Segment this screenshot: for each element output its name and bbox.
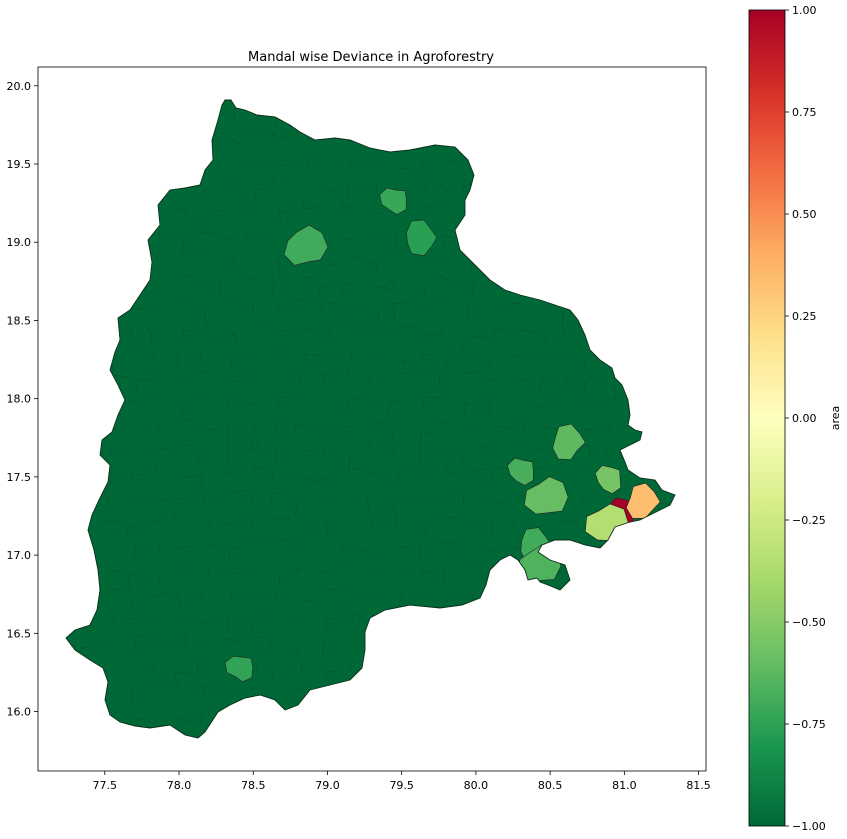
colorbar-tick-label: −0.75 bbox=[792, 718, 826, 731]
mandal-highlight bbox=[224, 655, 254, 683]
colorbar-tick-label: 0.75 bbox=[792, 106, 817, 119]
colorbar-tick-label: −1.00 bbox=[792, 820, 826, 833]
map-layer bbox=[65, 99, 676, 739]
mandal-highlight bbox=[523, 476, 569, 515]
x-tick-label: 79.5 bbox=[389, 779, 414, 792]
colorbar-tick-label: 0.50 bbox=[792, 208, 817, 221]
y-tick-label: 19.0 bbox=[7, 236, 32, 249]
x-tick-label: 77.5 bbox=[93, 779, 118, 792]
y-tick-label: 19.5 bbox=[7, 158, 32, 171]
y-tick-label: 17.0 bbox=[7, 549, 32, 562]
x-tick-label: 80.0 bbox=[464, 779, 489, 792]
mandal-highlight bbox=[406, 219, 438, 257]
y-axis: 16.0 16.5 17.0 17.5 18.0 18.5 19.0 19.5 20.0 bbox=[7, 80, 38, 719]
x-axis: 77.5 78.0 78.5 79.0 79.5 80.0 80.5 81.0 81.5 bbox=[93, 771, 711, 792]
mandal-highlight bbox=[283, 224, 329, 266]
colorbar-tick-label: −0.25 bbox=[792, 514, 826, 527]
colorbar-tick-label: 0.25 bbox=[792, 310, 817, 323]
mandal-highlight bbox=[625, 482, 661, 519]
mandal-highlight bbox=[507, 457, 534, 486]
mandal-highlight bbox=[552, 423, 586, 460]
y-tick-label: 16.5 bbox=[7, 627, 32, 640]
mandal-highlight bbox=[594, 465, 622, 494]
y-tick-label: 18.0 bbox=[7, 393, 32, 406]
y-tick-label: 18.5 bbox=[7, 314, 32, 327]
x-tick-label: 81.0 bbox=[612, 779, 637, 792]
x-tick-label: 78.5 bbox=[241, 779, 266, 792]
x-tick-label: 81.5 bbox=[686, 779, 711, 792]
y-tick-label: 17.5 bbox=[7, 471, 32, 484]
colorbar-label: area bbox=[829, 406, 842, 431]
x-tick-label: 80.5 bbox=[538, 779, 563, 792]
colorbar-tick-label: 1.00 bbox=[792, 4, 817, 17]
colorbar-tick-label: 0.00 bbox=[792, 412, 817, 425]
colorbar bbox=[748, 9, 786, 827]
x-tick-label: 79.0 bbox=[315, 779, 340, 792]
y-tick-label: 20.0 bbox=[7, 80, 32, 93]
plot-frame bbox=[37, 66, 707, 772]
mandal-highlight bbox=[379, 187, 407, 215]
chart-title: Mandal wise Deviance in Agroforestry bbox=[248, 50, 494, 65]
colorbar-tick-label: −0.50 bbox=[792, 616, 826, 629]
y-tick-label: 16.0 bbox=[7, 706, 32, 719]
x-tick-label: 78.0 bbox=[167, 779, 192, 792]
state-fill bbox=[66, 100, 675, 738]
state-outline bbox=[65, 99, 676, 739]
colorbar-axis: 1.00 0.75 0.50 0.25 0.00 −0.25 −0.50 −0.75 −1.00 bbox=[785, 4, 826, 833]
